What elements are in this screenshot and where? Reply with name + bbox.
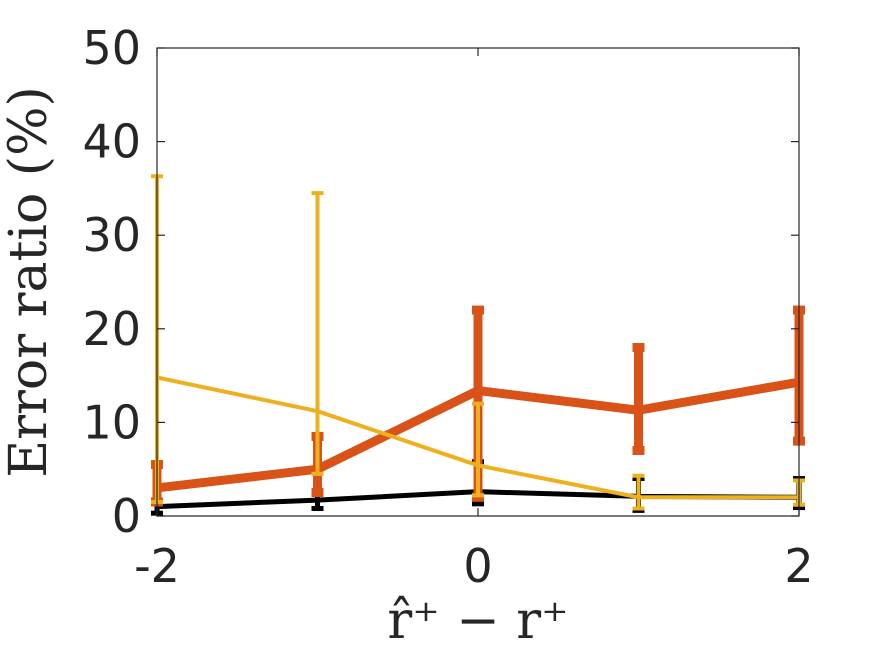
data-point [476, 463, 480, 468]
y-tick-label: 0 [112, 489, 141, 543]
y-tick-label: 20 [82, 302, 141, 356]
error-bar [632, 343, 645, 455]
x-tick-label: 0 [463, 539, 492, 593]
y-tick-label: 30 [82, 208, 141, 262]
y-tick-label: 50 [82, 21, 141, 75]
x-tick-label: 2 [784, 539, 813, 593]
error-bar [472, 401, 484, 498]
error-bar [311, 191, 324, 476]
data-point [634, 405, 643, 415]
data-point [315, 497, 320, 503]
y-axis-label: Error ratio (%) [0, 86, 59, 478]
y-tick-label: 40 [82, 115, 141, 169]
data-point [473, 386, 483, 396]
y-tick-label: 10 [82, 395, 141, 449]
data-point [315, 409, 320, 414]
x-tick-label: -2 [134, 539, 180, 593]
error-bar [632, 473, 645, 511]
x-axis-label: r̂⁺ − r⁺ [387, 591, 568, 651]
data-point [636, 495, 641, 500]
